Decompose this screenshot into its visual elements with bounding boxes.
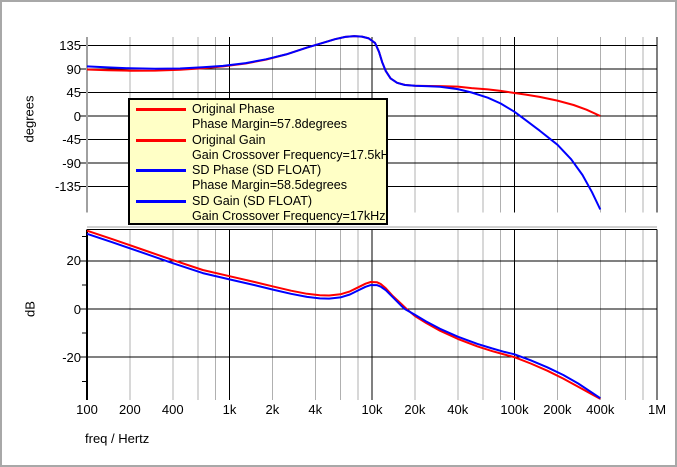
x-tick-label: 1M xyxy=(647,402,667,417)
bottom-y-axis-title: dB xyxy=(22,301,38,317)
gain-y-tick-label: 20 xyxy=(66,253,81,269)
x-tick-label: 200 xyxy=(119,402,141,417)
legend-swatch-sd-gain xyxy=(136,199,186,203)
legend-swatch-original-phase xyxy=(136,108,186,112)
legend-row: SD Gain (SD FLOAT) xyxy=(136,194,386,209)
legend-label-crossover-sd: Gain Crossover Frequency=17kHz xyxy=(192,209,386,224)
legend-label-crossover-original: Gain Crossover Frequency=17.5kHz xyxy=(192,147,388,162)
legend-row: Original Phase xyxy=(136,102,386,117)
legend-row: Gain Crossover Frequency=17kHz xyxy=(136,209,386,224)
legend-label-original-gain: Original Gain xyxy=(192,132,266,147)
phase-y-tick-label: 135 xyxy=(59,38,81,53)
x-tick-label: 400k xyxy=(586,402,615,417)
x-tick-label: 100k xyxy=(500,402,529,417)
phase-y-tick-label: 45 xyxy=(66,85,81,100)
phase-y-tick-label: -90 xyxy=(62,155,81,171)
legend-row: Phase Margin=58.5degrees xyxy=(136,178,386,193)
gain-y-tick-label: -20 xyxy=(62,349,81,365)
x-tick-label: 1k xyxy=(222,402,237,417)
legend-label-sd-gain: SD Gain (SD FLOAT) xyxy=(192,193,313,208)
x-tick-label: 4k xyxy=(308,402,323,417)
top-y-axis-title: degrees xyxy=(21,95,37,143)
legend-label-phase-margin-original: Phase Margin=57.8degrees xyxy=(192,117,348,132)
x-tick-label: 40k xyxy=(447,402,469,417)
legend-row: SD Phase (SD FLOAT) xyxy=(136,163,386,178)
original-gain-curve[interactable] xyxy=(86,229,601,400)
legend-label-original-phase: Original Phase xyxy=(192,102,275,116)
legend-row: Phase Margin=57.8degrees xyxy=(136,117,386,132)
x-tick-label: 400 xyxy=(161,402,184,417)
x-tick-label: 200k xyxy=(543,402,572,417)
phase-y-tick-label: -135 xyxy=(54,179,81,194)
x-tick-label: 10k xyxy=(361,402,383,417)
x-tick-label: 100 xyxy=(76,402,98,417)
phase-y-tick-label: 0 xyxy=(73,108,81,124)
sd-phase-curve[interactable] xyxy=(86,35,602,210)
gain-y-tick-label: 0 xyxy=(73,301,81,317)
legend-row: Gain Crossover Frequency=17.5kHz xyxy=(136,148,386,163)
x-tick-label: 2k xyxy=(265,402,280,417)
x-axis-title: freq / Hertz xyxy=(85,431,150,446)
legend-box[interactable]: Original Phase Phase Margin=57.8degrees … xyxy=(128,98,388,225)
sd-gain-curve[interactable] xyxy=(86,232,601,400)
legend-label-phase-margin-sd: Phase Margin=58.5degrees xyxy=(192,178,348,193)
legend-label-sd-phase: SD Phase (SD FLOAT) xyxy=(192,163,322,178)
phase-y-tick-label: 90 xyxy=(66,61,81,77)
legend-row: Original Gain xyxy=(136,133,386,148)
legend-swatch-original-gain xyxy=(136,138,186,142)
legend-swatch-sd-phase xyxy=(136,169,186,173)
phase-y-tick-label: -45 xyxy=(62,132,81,147)
x-tick-label: 20k xyxy=(404,402,426,417)
